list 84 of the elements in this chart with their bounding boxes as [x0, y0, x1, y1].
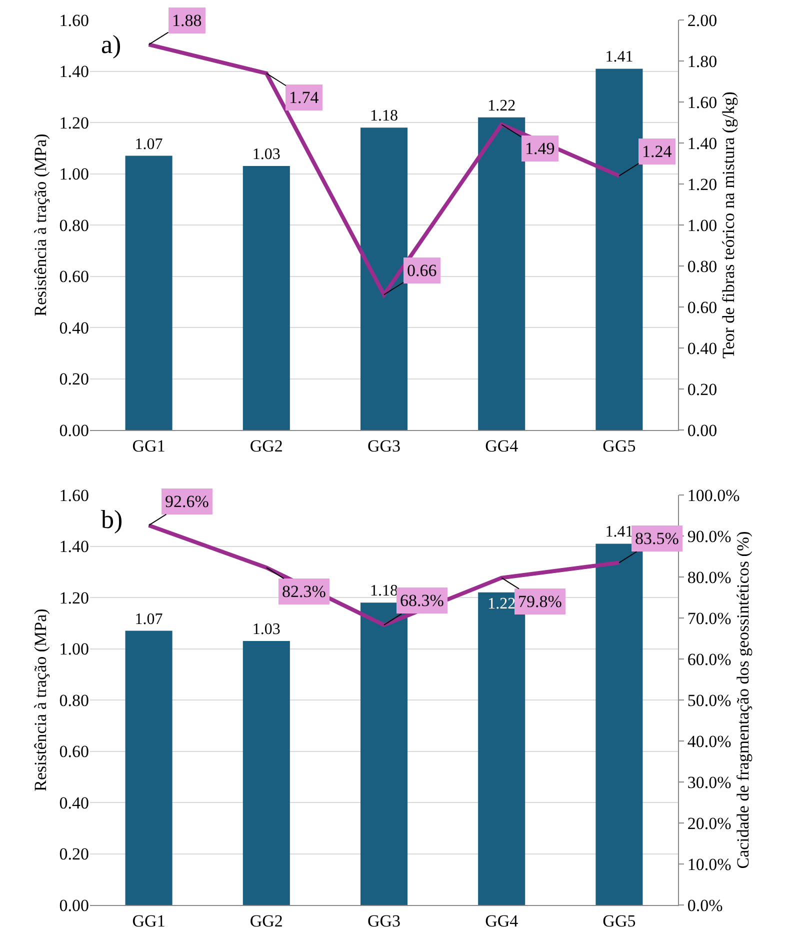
y-tick-label: 1.20 — [59, 588, 89, 608]
data-label: 1.03 — [252, 621, 280, 638]
y-tick-label: 0.80 — [59, 690, 89, 710]
data-label: 1.18 — [370, 108, 398, 125]
bar — [360, 128, 408, 430]
y-tick-label: 0.40 — [59, 318, 89, 338]
annotation: a) — [101, 30, 122, 59]
y2-tick-label: 50.0% — [687, 690, 732, 710]
y-axis-title: Resistência à tração (MPa) — [31, 134, 50, 316]
y2-tick-label: 20.0% — [687, 814, 732, 833]
y-tick-label: 0.40 — [59, 793, 89, 812]
x-tick-label: GG5 — [602, 911, 636, 930]
data-label: 1.07 — [134, 136, 163, 153]
data-label: 0.66 — [407, 261, 437, 280]
data-label: 1.88 — [172, 11, 202, 30]
data-label: 79.8% — [518, 592, 562, 611]
data-label: 68.3% — [400, 591, 444, 610]
y2-tick-label: 60.0% — [687, 650, 732, 669]
y2-tick-label: 1.40 — [687, 134, 718, 153]
bar — [596, 68, 643, 430]
data-label: 1.41 — [605, 48, 634, 66]
y-axis-title: Resistência à tração (MPa) — [31, 608, 50, 792]
y2-tick-label: 0.40 — [687, 338, 718, 358]
y2-tick-label: 0.60 — [687, 298, 718, 317]
y-tick-label: 1.40 — [59, 62, 89, 82]
x-tick-label: GG2 — [250, 911, 283, 930]
y2-tick-label: 1.80 — [687, 52, 718, 71]
y-tick-label: 1.20 — [59, 113, 89, 132]
x-tick-label: GG4 — [485, 436, 519, 456]
y2-tick-label: 40.0% — [687, 732, 732, 751]
annotation: b) — [101, 505, 123, 534]
y-tick-label: 1.00 — [59, 640, 89, 659]
y-tick-label: 0.80 — [59, 216, 89, 235]
data-label: 1.74 — [289, 88, 320, 107]
y2-tick-label: 0.80 — [687, 256, 718, 276]
y-tick-label: 0.60 — [59, 267, 89, 286]
data-label: 1.18 — [370, 582, 398, 600]
y-tick-label: 1.40 — [59, 537, 89, 556]
y2-tick-label: 1.00 — [687, 216, 718, 235]
y2-tick-label: 1.60 — [687, 92, 718, 112]
y2-axis-title: Cacidade de fragmentação dos geossintéticos (%) — [733, 531, 752, 869]
x-tick-label: GG5 — [602, 436, 636, 456]
y-tick-label: 1.60 — [59, 486, 89, 505]
bar — [125, 156, 172, 430]
data-label: 1.41 — [605, 524, 634, 541]
y-tick-label: 0.00 — [59, 420, 89, 440]
y2-tick-label: 10.0% — [687, 854, 732, 874]
y-tick-label: 1.60 — [59, 10, 89, 30]
x-tick-label: GG2 — [250, 436, 283, 456]
y2-tick-label: 70.0% — [687, 608, 732, 628]
y2-tick-label: 0.0% — [687, 896, 723, 915]
bar — [478, 117, 526, 430]
data-label: 1.49 — [525, 139, 555, 158]
y2-axis-title: Teor de fibras teórico na mistura (g/kg) — [719, 92, 738, 358]
y2-tick-label: 100.0% — [687, 486, 740, 505]
x-tick-label: GG4 — [485, 911, 519, 930]
y-tick-label: 1.00 — [59, 164, 89, 184]
x-tick-label: GG3 — [367, 911, 401, 930]
y-tick-label: 0.20 — [59, 370, 89, 389]
y2-tick-label: 2.00 — [687, 10, 718, 30]
data-label: 1.07 — [134, 610, 163, 628]
y2-tick-label: 90.0% — [687, 526, 732, 546]
y-tick-label: 0.20 — [59, 844, 89, 864]
x-tick-label: GG3 — [367, 436, 401, 456]
x-tick-label: GG1 — [132, 911, 166, 930]
bar — [596, 544, 643, 905]
y-tick-label: 0.00 — [59, 896, 89, 915]
data-label: 1.22 — [488, 595, 516, 612]
y-tick-label: 0.60 — [59, 742, 89, 762]
bar — [242, 166, 290, 430]
data-label: 1.03 — [252, 146, 280, 164]
bar — [242, 641, 290, 905]
data-label: 82.3% — [282, 582, 326, 601]
y2-tick-label: 80.0% — [687, 568, 732, 587]
y2-tick-label: 0.00 — [687, 420, 718, 440]
bar — [125, 630, 172, 905]
data-label: 1.22 — [488, 97, 516, 114]
data-label: 92.6% — [165, 492, 209, 511]
x-tick-label: GG1 — [132, 436, 166, 456]
data-label: 83.5% — [635, 529, 679, 548]
y2-tick-label: 1.20 — [687, 174, 718, 194]
y2-tick-label: 0.20 — [687, 380, 718, 399]
data-label: 1.24 — [642, 142, 672, 161]
y2-tick-label: 30.0% — [687, 772, 732, 792]
